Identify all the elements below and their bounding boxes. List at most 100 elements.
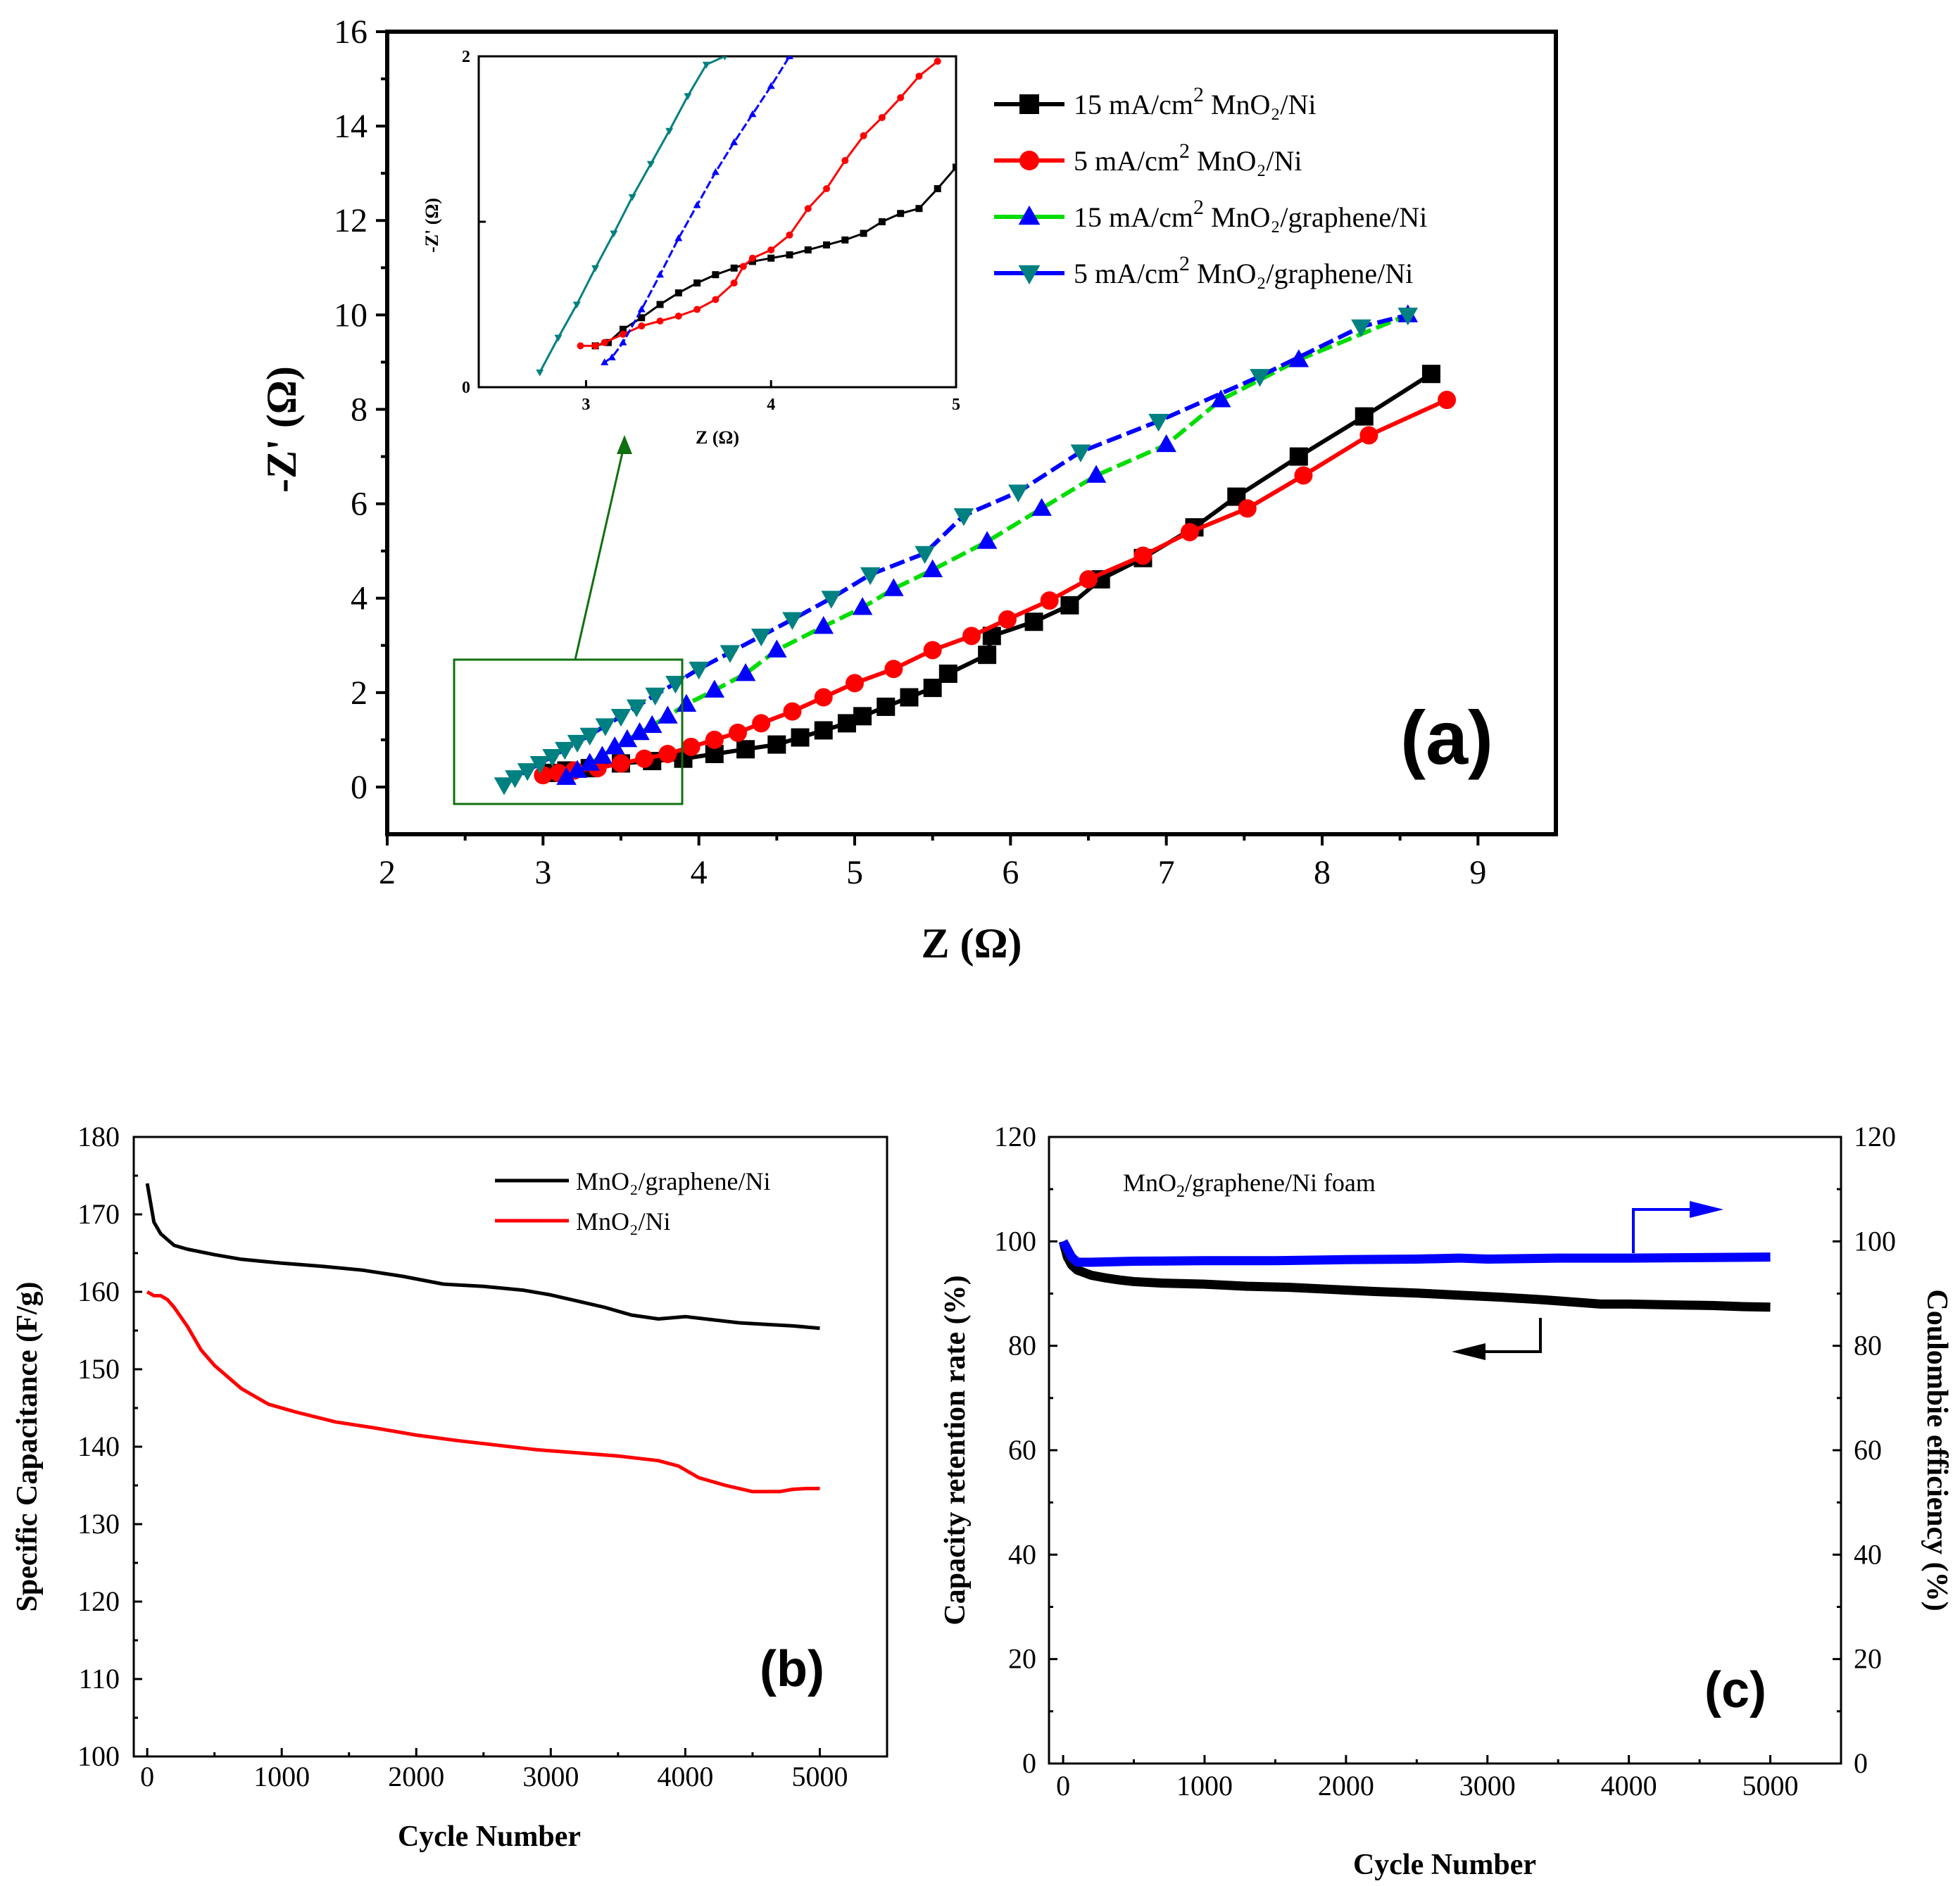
y-tick-label: 10 [334, 296, 367, 334]
data-point [665, 676, 686, 694]
data-point [1086, 465, 1107, 483]
series-1 [534, 391, 1457, 785]
legend-label-sup: 2 [1179, 252, 1190, 275]
legend-label: 5 mA/cm2 MnO₂/Ni [1074, 139, 1302, 177]
data-point [635, 749, 654, 768]
inset-data-point [953, 163, 956, 171]
data-point [1289, 447, 1308, 466]
inset-data-point [702, 61, 710, 69]
panel-a-x-axis-label: Z (Ω) [921, 920, 1022, 967]
y-tick-label: 180 [77, 1121, 120, 1152]
inset-data-point [572, 301, 581, 309]
panel-b-legend: MnO₂/graphene/Ni MnO₂/Ni [495, 1167, 771, 1236]
data-point [1040, 591, 1059, 610]
legend-label-text: 15 mA/cm [1074, 201, 1193, 233]
left-axis-arrow-head [1452, 1343, 1485, 1360]
data-point [1294, 466, 1313, 485]
x-tick-label: 3000 [522, 1761, 579, 1792]
zoom-region-box [453, 658, 684, 805]
x-tick-label: 3 [534, 854, 551, 891]
inset-data-point [841, 236, 849, 244]
y-tick-label: 6 [351, 486, 367, 523]
inset-data-point [674, 312, 682, 320]
data-point [567, 760, 588, 778]
data-point [735, 663, 756, 681]
data-point [612, 754, 630, 773]
data-point [852, 597, 873, 615]
inset-data-point [637, 305, 646, 313]
legend-label-text: MnO₂/graphene/Ni [1190, 258, 1413, 289]
legend-label-text: MnO₂/Ni [1190, 145, 1302, 177]
inset-data-point [748, 254, 756, 262]
legend-marker [1018, 265, 1041, 285]
inset-data-point [601, 358, 609, 365]
data-point [860, 567, 881, 586]
inset-data-point [823, 185, 831, 192]
legend-marker [1018, 205, 1041, 225]
y-tick-label: 8 [351, 391, 367, 428]
data-point [782, 612, 803, 630]
y-tick-label: 0 [1022, 1747, 1036, 1779]
data-point [976, 531, 998, 549]
inset-data-point [656, 301, 664, 308]
inset-data-point [665, 127, 674, 135]
x-tick-label: 7 [1158, 854, 1175, 891]
inset-data-point [730, 264, 738, 272]
data-point [821, 591, 842, 609]
panel-b-ticks: 0 1000 2000 3000 4000 5000 100 110 120 130 140 150 1… [77, 1121, 848, 1792]
zoom-arrow-head [617, 435, 632, 454]
inset-data-point [767, 246, 775, 253]
inset-data-point [804, 246, 812, 253]
data-point [1355, 407, 1374, 426]
data-point [1180, 522, 1199, 541]
data-point [1359, 426, 1378, 445]
x-tick-label: 2000 [1318, 1770, 1374, 1802]
data-point [962, 627, 981, 646]
inset-data-point [601, 339, 608, 346]
y2-tick-label: 100 [1854, 1225, 1896, 1257]
inset-data-point [693, 279, 701, 287]
inset-data-point [674, 234, 683, 241]
inset-y-axis-label: -Z' (Ω) [422, 198, 442, 253]
inset-data-point [646, 161, 655, 168]
data-point [704, 679, 725, 698]
data-point [579, 753, 601, 771]
data-point [791, 728, 810, 747]
data-point [938, 665, 957, 683]
x-tick-label: 9 [1469, 854, 1486, 891]
legend-label: MnO₂/Ni [576, 1207, 671, 1236]
panel-b-label: (b) [760, 1641, 824, 1697]
data-point [604, 736, 625, 755]
legend-label-sup: 2 [1193, 83, 1204, 106]
inset-data-point [656, 318, 664, 325]
y-tick-label: 0 [351, 769, 367, 806]
x-tick-label: 2 [379, 854, 396, 891]
legend-label-sup: 2 [1193, 196, 1204, 219]
series-line-1 [146, 1290, 820, 1494]
data-point [814, 688, 833, 707]
inset-data-point [610, 230, 618, 238]
inset-plot: 3 4 5 0 2 Z (Ω) -Z' (Ω) [422, 48, 960, 448]
inset-data-point [722, 56, 727, 61]
panel-a: 2 3 4 5 6 7 8 9 0 2 4 6 8 10 12 14 16 3 4 5 0 2 Z (Ω) -Z' (… [258, 13, 1558, 967]
data-point [1148, 413, 1169, 432]
panel-b-y-axis-label: Specific Capacitance (F/g) [11, 1282, 44, 1612]
data-point [494, 777, 515, 796]
y-tick-label: 130 [77, 1508, 120, 1540]
data-point [534, 766, 553, 785]
inset-data-point [608, 353, 616, 360]
inset-data-point [591, 342, 599, 350]
legend-label-text: 5 mA/cm [1074, 258, 1179, 289]
data-point [783, 702, 802, 721]
inset-data-point [711, 168, 720, 175]
x-tick-label: 8 [1314, 854, 1331, 891]
inset-data-point [628, 194, 636, 201]
x-tick-label: 1000 [1176, 1770, 1233, 1802]
y-tick-label: 14 [334, 108, 367, 145]
inset-series-3 [536, 56, 727, 377]
data-point [1238, 499, 1257, 518]
inset-data-point [730, 138, 739, 146]
inset-series-2 [601, 56, 793, 365]
panel-a-y-axis-label: -Z' (Ω) [258, 366, 305, 493]
